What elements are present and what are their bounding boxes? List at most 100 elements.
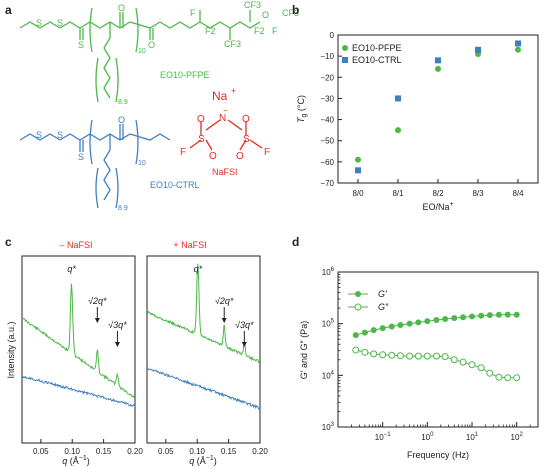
x-tick-label: 0.15 [221, 447, 237, 456]
loss-modulus-point [459, 358, 467, 366]
panel-c: c – NaFSI + NaFSI q* √2q* √3q* q* √2q* √3q* 0… [5, 235, 268, 466]
storage-modulus-point [433, 316, 440, 323]
plot-d-y-label: G′ and G″ (Pa) [299, 321, 309, 379]
loss-modulus-point [406, 352, 414, 360]
loss-modulus-point [388, 351, 396, 359]
atom-s: S [36, 18, 42, 28]
y-tick-label: −10 [320, 52, 334, 61]
atom-s: S [36, 130, 42, 140]
y-tick-label: −20 [320, 73, 334, 82]
plot-b-legend: EO10-PFPE EO10-CTRL [342, 43, 402, 65]
panel-d-letter: d [292, 235, 299, 249]
group-cf3: CF3 [224, 39, 241, 49]
x-tick-label: 0.15 [96, 447, 112, 456]
x-tick-label: 8/2 [432, 189, 444, 198]
loss-modulus-point [495, 373, 503, 381]
peak-arrow-head [94, 318, 100, 323]
storage-modulus-point [442, 316, 449, 323]
legend-marker-gp [355, 291, 361, 297]
storage-modulus-point [406, 320, 413, 327]
storage-modulus-point [352, 332, 359, 339]
panel-a-letter: a [5, 3, 12, 17]
storage-modulus-point [451, 315, 458, 322]
eo10-pfpe-label: EO10-PFPE [160, 70, 210, 80]
atom-o: O [118, 3, 125, 13]
eo10-pfpe-structure [19, 7, 261, 103]
y-tick-label: −30 [320, 94, 334, 103]
storage-modulus-point [504, 311, 511, 318]
atom-n-charge: − [223, 106, 228, 115]
legend-label-gpp: G″ [378, 302, 389, 312]
x-tick-label: 0.10 [64, 447, 80, 456]
panel-b: b 0 −10 −20 −30 −40 −50 −60 −70 8/0 8/1 8/2 8/3 8/4… [292, 3, 539, 212]
loss-modulus-point [414, 352, 422, 360]
point-ctrl [475, 46, 481, 53]
peak-label: √3q* [108, 320, 127, 330]
point-pfpe [435, 65, 441, 72]
plot-b-y-label: Tg (°C) [296, 95, 308, 123]
loss-modulus-point [352, 346, 360, 354]
atom-o: O [236, 151, 244, 162]
y-tick-label: −70 [320, 179, 334, 188]
plot-d-x-label: Frequency (Hz) [407, 450, 469, 460]
point-ctrl [515, 40, 521, 47]
x-tick-label: 8/0 [352, 189, 364, 198]
legend-label-pfpe: EO10-PFPE [352, 43, 402, 53]
atom-o: O [242, 114, 250, 125]
plot-b-points [355, 40, 521, 174]
plot-d-frame [337, 271, 539, 428]
plot-c-peak-annotations: q* √2q* √3q* q* √2q* √3q* [67, 264, 254, 347]
group-cf3: CF3 [282, 8, 299, 18]
peak-arrow-head [241, 342, 247, 347]
nafsi-atoms: Na + N − S S O O F F O O [180, 86, 270, 162]
loss-modulus-point [441, 353, 449, 361]
subscript-n: 10 [138, 48, 146, 55]
storage-modulus-point [460, 314, 467, 321]
point-pfpe [515, 46, 521, 53]
storage-modulus-point [513, 311, 520, 318]
atom-o: O [262, 10, 269, 20]
y-tick-label: 105 [322, 319, 335, 329]
loss-modulus-point [477, 364, 485, 372]
panel-d: d 10−1 100 101 102 103 104 105 106 G′ G″ G′ and… [292, 235, 539, 460]
plot-d-axes: 10−1 100 101 102 103 104 105 106 [322, 267, 539, 442]
peak-label: √2q* [88, 296, 107, 306]
atom-s: S [57, 130, 63, 140]
legend-marker-gpp [354, 303, 362, 311]
storage-modulus-point [469, 313, 476, 320]
saxs-curve-green-right [146, 263, 261, 364]
y-tick-label: 103 [322, 422, 335, 432]
legend-label-gp: G′ [378, 289, 387, 299]
atom-f: F [180, 147, 186, 158]
peak-label: √3q* [235, 320, 254, 330]
storage-modulus-point [370, 327, 377, 334]
x-label-main: EO/Na [422, 202, 449, 212]
x-tick-label: 0.20 [252, 447, 268, 456]
y-tick-label: −50 [320, 137, 334, 146]
x-tick-label: 101 [466, 432, 479, 442]
loss-modulus-point [370, 350, 378, 358]
plot-c-y-label: Intensity (a.u.) [6, 321, 16, 378]
atom-n: N [219, 113, 226, 124]
x-tick-label: 10−1 [375, 432, 391, 442]
loss-modulus-point [361, 348, 369, 356]
y-tick-label: −60 [320, 158, 334, 167]
y-tick-label: −40 [320, 116, 334, 125]
eo10-ctrl-structure [19, 119, 171, 209]
loss-modulus-point [432, 352, 440, 360]
plot-c-right-frame [146, 255, 261, 444]
loss-modulus-point [468, 361, 476, 369]
storage-modulus-point [495, 311, 502, 318]
y-tick-label: 106 [322, 267, 335, 277]
y-label-main: T [296, 116, 306, 123]
atom-s: S [57, 18, 63, 28]
peak-label-q-star: q* [67, 264, 76, 274]
x-tick-label: 100 [421, 432, 434, 442]
x-tick-label: 102 [511, 432, 524, 442]
storage-modulus-point [424, 318, 431, 325]
loss-modulus-point [486, 369, 494, 377]
plot-c-left-title: – NaFSI [59, 240, 92, 250]
peak-arrow-head [221, 318, 227, 323]
group-cf3: CF3 [244, 0, 261, 10]
x-tick-label: 0.05 [33, 447, 49, 456]
